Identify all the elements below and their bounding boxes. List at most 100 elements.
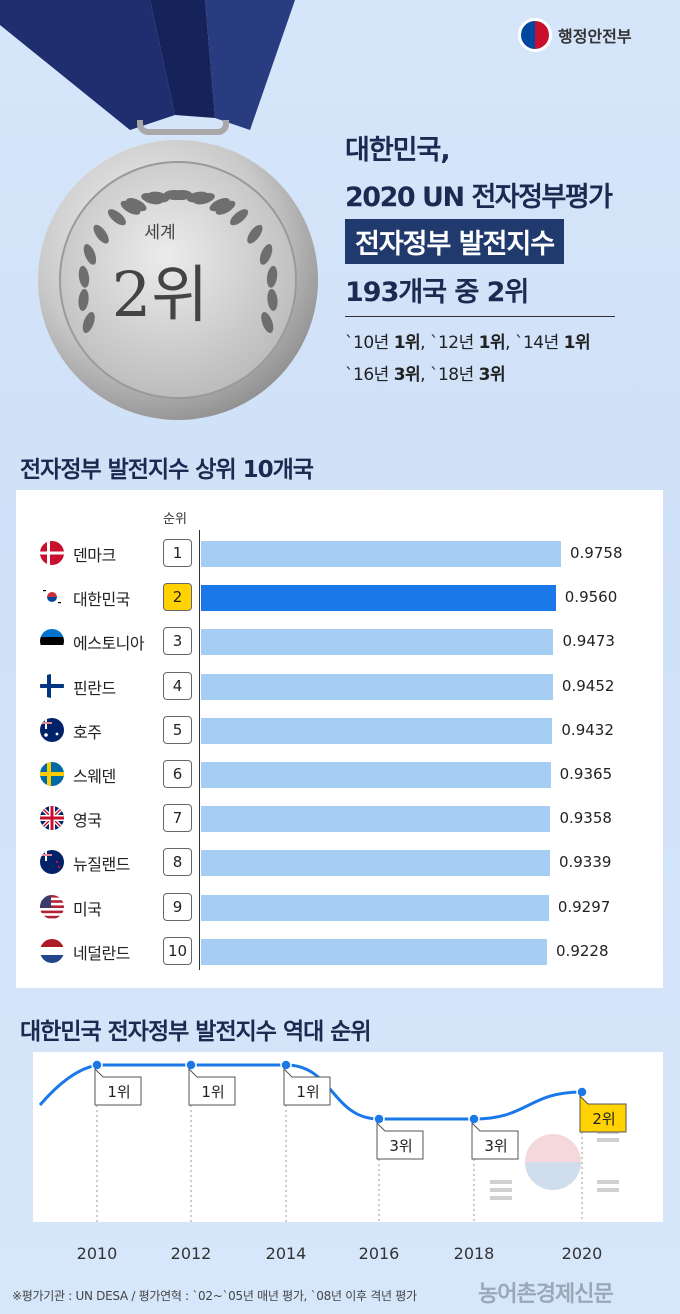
australia-flag-icon xyxy=(40,717,64,742)
year-tick-label: 2012 xyxy=(170,1244,212,1263)
country-name: 핀란드 xyxy=(73,678,116,698)
sweden-flag-icon xyxy=(40,762,64,786)
bar-row: 에스토니아 3 0.9473 xyxy=(0,626,680,656)
headline-index-label: 전자정부 발전지수 xyxy=(345,219,565,264)
country-name: 호주 xyxy=(73,722,102,742)
index-bar xyxy=(201,850,550,877)
history-rank: 1위 xyxy=(563,333,591,353)
history-year: `12년 xyxy=(429,333,479,353)
newzealand-flag-icon xyxy=(40,850,64,875)
bar-row: 대한민국 2 0.9560 xyxy=(0,582,680,612)
bar-row: 영국 7 0.9358 xyxy=(0,803,680,833)
index-value-label: 0.9358 xyxy=(559,809,612,828)
country-name: 영국 xyxy=(73,811,102,831)
index-value-label: 0.9452 xyxy=(561,676,615,695)
bar-row: 스웨덴 6 0.9365 xyxy=(0,759,680,789)
headline-rank: 193개국 중 2위 xyxy=(345,277,529,308)
year-tick-label: 2014 xyxy=(265,1244,307,1263)
year-tick-label: 2016 xyxy=(358,1244,400,1263)
top10-section-title: 전자정부 발전지수 상위 10개국 xyxy=(20,457,314,483)
index-bar xyxy=(201,673,553,700)
index-value-label: 0.9758 xyxy=(570,544,623,562)
bar-row: 뉴질랜드 8 0.9339 xyxy=(0,847,680,877)
ministry-logo-block: 행정안전부 xyxy=(518,18,632,52)
rank-box: 9 xyxy=(163,892,192,921)
bar-row: 네덜란드 10 0.9228 xyxy=(0,936,680,966)
rank-box: 8 xyxy=(163,848,192,877)
ministry-name: 행정안전부 xyxy=(558,27,632,46)
history-year: `14년 xyxy=(514,333,564,353)
index-value-label: 0.9228 xyxy=(556,941,609,960)
netherlands-flag-icon xyxy=(40,938,64,963)
rank-column-label: 순위 xyxy=(163,512,187,527)
finland-flag-icon xyxy=(40,673,64,698)
history-separator: , xyxy=(420,333,430,353)
country-name: 뉴질랜드 xyxy=(73,855,130,875)
index-bar xyxy=(201,585,556,612)
estonia-flag-icon xyxy=(40,629,64,654)
taegeuk-logo-icon xyxy=(518,18,552,52)
index-value-label: 0.9473 xyxy=(562,632,615,651)
index-value-label: 0.9339 xyxy=(558,853,612,872)
publisher-watermark: 농어촌경제신문 xyxy=(478,1282,614,1307)
index-value-label: 0.9297 xyxy=(557,897,611,916)
rank-box: 4 xyxy=(163,671,192,700)
history-year: `16년 xyxy=(345,365,394,385)
bar-row: 미국 9 0.9297 xyxy=(0,892,680,922)
history-panel xyxy=(33,1052,663,1222)
medal-rank-text: 2위 xyxy=(111,258,209,331)
rank-box: 1 xyxy=(163,539,192,567)
rank-box: 5 xyxy=(163,715,192,744)
medal-small-text: 세계 xyxy=(144,223,176,243)
history-year: `18년 xyxy=(429,365,479,385)
index-bar xyxy=(201,629,554,656)
index-bar xyxy=(201,762,551,788)
index-bar xyxy=(201,541,561,567)
footnote: ※평가기관 : UN DESA / 평가연혁 : `02~`05년 매년 평가,… xyxy=(12,1289,417,1303)
index-bar xyxy=(201,806,551,833)
rank-box: 3 xyxy=(163,627,192,656)
rank-box: 7 xyxy=(163,804,192,833)
uk-flag-icon xyxy=(40,806,64,831)
history-ranks-line-2: `16년 3위, `18년 3위 xyxy=(345,360,506,385)
history-rank: 3위 xyxy=(393,365,421,385)
country-name: 덴마크 xyxy=(73,546,116,565)
history-separator: , xyxy=(420,365,430,385)
korea-flag-icon xyxy=(40,585,64,610)
year-tick-label: 2020 xyxy=(561,1244,603,1263)
index-value-label: 0.9432 xyxy=(561,720,614,739)
year-tick-label: 2010 xyxy=(76,1244,118,1263)
year-tick-label: 2018 xyxy=(453,1244,495,1263)
headline-country: 대한민국, xyxy=(345,135,451,166)
bar-axis-line xyxy=(199,530,200,970)
rank-box: 10 xyxy=(163,936,192,965)
bar-row: 핀란드 4 0.9452 xyxy=(0,671,680,701)
history-rank: 3위 xyxy=(478,365,506,385)
silver-medal xyxy=(38,120,318,420)
country-name: 에스토니아 xyxy=(73,634,145,654)
history-year: `10년 xyxy=(345,333,394,353)
history-separator: , xyxy=(505,333,515,353)
history-rank: 1위 xyxy=(478,333,506,353)
headline-divider xyxy=(345,316,615,317)
index-value-label: 0.9560 xyxy=(564,588,618,607)
country-name: 대한민국 xyxy=(73,590,130,610)
denmark-flag-icon xyxy=(40,541,64,565)
rank-box: 6 xyxy=(163,760,192,788)
bar-row: 덴마크 1 0.9758 xyxy=(0,538,680,568)
index-bar xyxy=(201,717,553,744)
history-ranks-line-1: `10년 1위, `12년 1위, `14년 1위 xyxy=(345,328,591,353)
history-section-title: 대한민국 전자정부 발전지수 역대 순위 xyxy=(20,1019,372,1045)
index-bar xyxy=(201,894,549,921)
usa-flag-icon xyxy=(40,894,64,919)
country-name: 스웨덴 xyxy=(73,767,116,786)
country-name: 네덜란드 xyxy=(73,943,130,963)
index-value-label: 0.9365 xyxy=(559,765,613,783)
history-rank: 1위 xyxy=(393,333,421,353)
rank-box: 2 xyxy=(163,583,192,612)
laurel-wreath-icon xyxy=(78,190,278,333)
bar-row: 호주 5 0.9432 xyxy=(0,715,680,745)
country-name: 미국 xyxy=(73,899,102,919)
medal-ribbon xyxy=(0,0,295,130)
